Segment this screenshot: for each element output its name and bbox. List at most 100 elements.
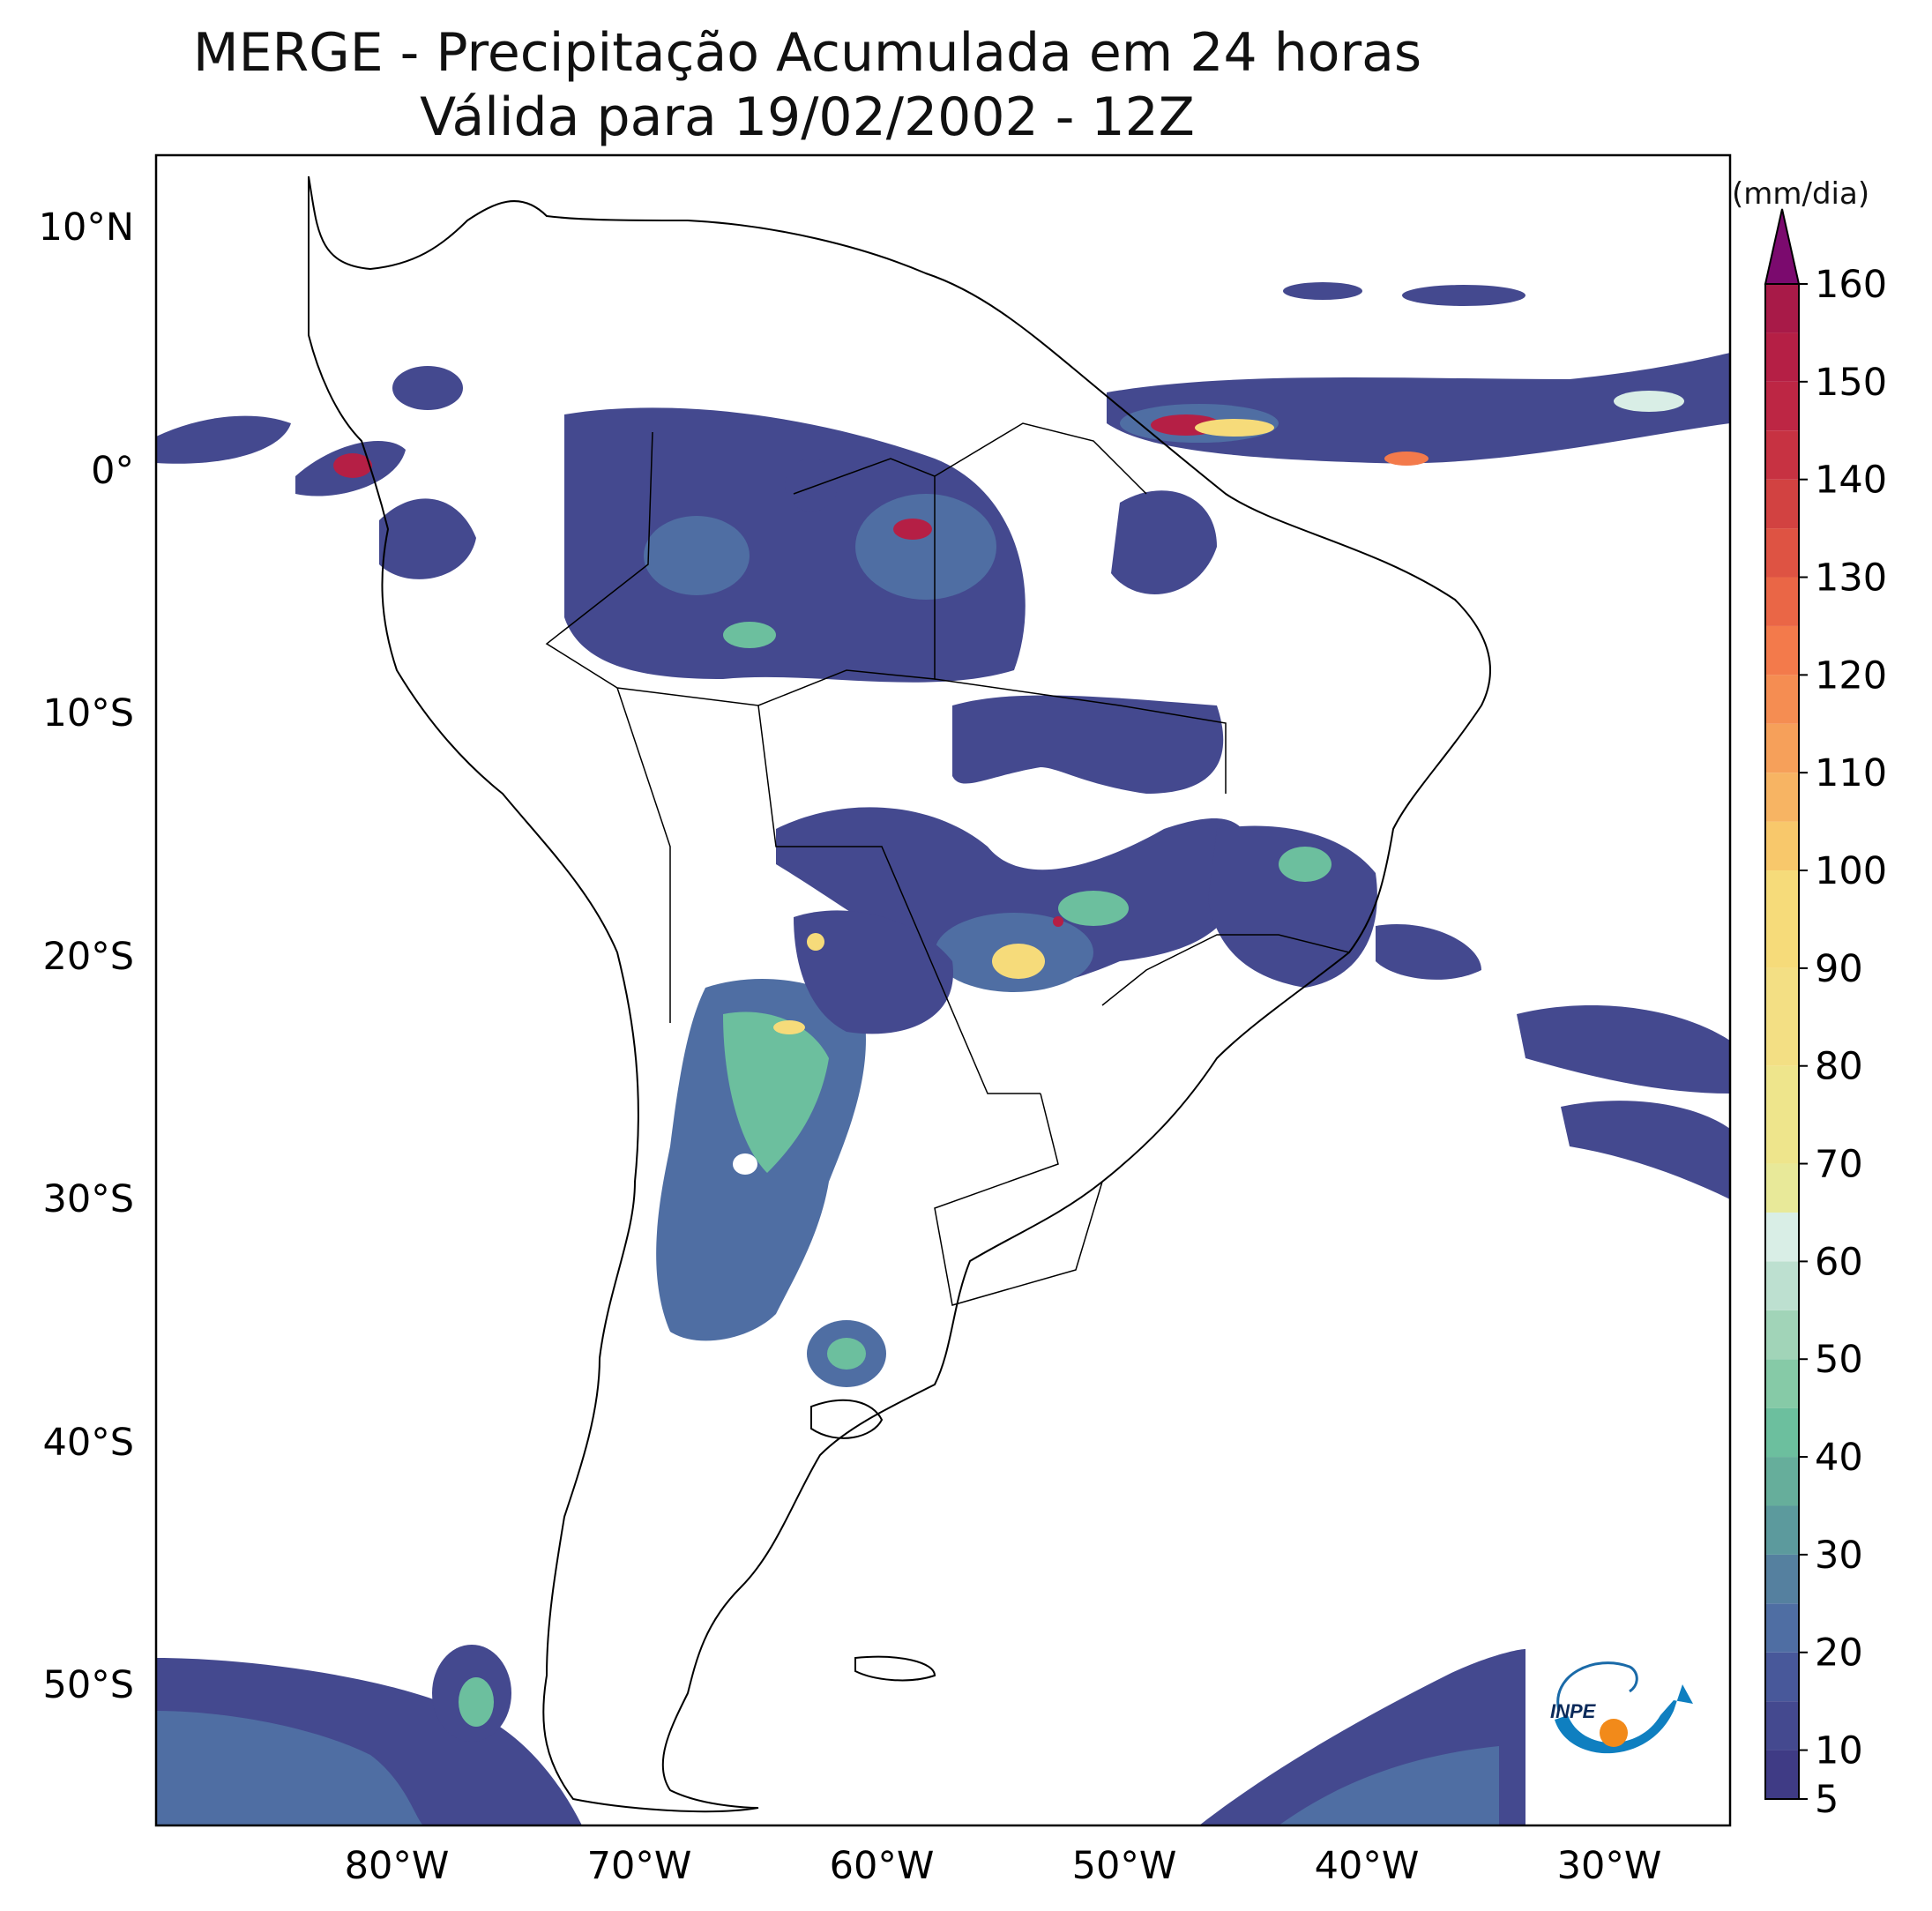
colorbar-band [1765,284,1799,333]
rain-band-itcz [1107,353,1730,464]
logo-arrow-icon [1555,1684,1693,1754]
rain-cell [827,1338,866,1370]
colorbar-band [1765,1603,1799,1653]
falklands-outline [854,1655,936,1682]
lon-tick-label: 70°W [587,1844,692,1888]
rain-cell [855,494,996,600]
colorbar-tick-label: 100 [1815,849,1887,893]
colorbar-tick-label: 150 [1815,361,1887,405]
colorbar-band [1765,1065,1799,1164]
lat-tick-label: 30°S [42,1177,134,1221]
rain-cell [644,516,750,595]
colorbar-band [1765,773,1799,822]
rain-core [773,1020,805,1034]
rain-cell [1279,847,1332,882]
rain-cell [1111,490,1217,594]
colorbar-band [1765,1554,1799,1604]
colorbar-unit-label: (mm/dia) [1732,176,1870,212]
colorbar-band [1765,577,1799,626]
colorbar-band [1765,1163,1799,1213]
colorbar-band [1765,967,1799,1066]
lat-tick-label: 10°S [42,691,134,735]
colorbar-tick-label: 60 [1815,1240,1863,1284]
colorbar-band [1765,821,1799,871]
colorbar-band [1765,1310,1799,1360]
rain-region-southeast [1208,825,1377,988]
rain-cell [794,910,953,1034]
rain-cell [1279,1746,1499,1825]
colorbar-tick-label: 50 [1815,1338,1863,1382]
map-frame [154,153,1732,1827]
rain-core [333,453,372,478]
border-line [545,431,936,706]
logo-orbit-icon [1556,1661,1638,1712]
lat-tick-label: 50°S [42,1663,134,1707]
colorbar-band [1765,1505,1799,1555]
border-line [616,687,671,1023]
colorbar-tick-label: 140 [1815,459,1887,503]
rain-core [807,933,824,951]
lon-tick-label: 60°W [830,1844,935,1888]
precipitation-field [156,282,1730,1825]
coast-detail [810,1399,884,1439]
rain-cell [1402,285,1525,306]
colorbar-band [1765,381,1799,431]
colorbar-tick-label: 20 [1815,1631,1863,1676]
border-line [757,705,1041,1094]
colorbar-band [1765,1359,1799,1408]
logo-text: INPE [1550,1700,1597,1722]
rain-cell [723,1011,829,1173]
colorbar-band [1765,1212,1799,1262]
colorbar-band [1765,625,1799,676]
border-line [934,678,1227,794]
inpe-logo: INPE [1550,1661,1693,1754]
rain-core [1053,916,1063,927]
colorbar-band [1765,1652,1799,1702]
colorbar-band [1765,1701,1799,1751]
colorbar-frame [1764,283,1800,1800]
rain-region-amazon [564,407,1026,683]
colorbar-tick-label: 120 [1815,653,1887,698]
colorbar-band [1765,528,1799,578]
lat-tick-label: 40°S [42,1421,134,1465]
dry-hole [733,1153,757,1175]
colorbar-band [1765,870,1799,968]
lat-tick-label: 0° [91,449,134,493]
colorbar [1764,208,1801,1800]
rain-region-sacz [776,807,1252,990]
colorbar-tick-label: 90 [1815,947,1863,991]
colorbar-extend-max [1764,208,1801,285]
rain-cell [379,498,476,579]
lon-tick-label: 30°W [1557,1844,1662,1888]
colorbar-band [1765,723,1799,773]
south-america-outline [308,175,1491,1813]
colorbar-tick-label: 5 [1815,1778,1839,1822]
colorbar-tick-label: 80 [1815,1045,1863,1089]
rain-cell [1561,1101,1730,1199]
rain-cell [1283,282,1362,300]
rain-core [992,944,1045,979]
colorbar-tick-label: 130 [1815,556,1887,601]
border-line [934,1093,1103,1306]
colorbar-band [1765,1457,1799,1506]
lon-tick-label: 80°W [345,1844,450,1888]
map-title-line1: MERGE - Precipitação Acumulada em 24 hor… [192,22,1422,84]
lon-tick-label: 40°W [1315,1844,1420,1888]
colorbar-band [1765,1750,1799,1799]
lon-tick-label: 50°W [1072,1844,1177,1888]
border-line [934,422,1147,495]
colorbar-tick-label: 160 [1815,263,1887,307]
rain-cell [785,459,838,511]
rain-cell [1376,924,1481,980]
rain-cell [1058,891,1129,926]
lat-tick-label: 10°N [39,205,134,250]
rain-cell [1614,391,1684,412]
latitude-labels: 10°N 0° 10°S 20°S 30°S 40°S 50°S [39,205,134,1707]
rain-cell [459,1677,494,1727]
colorbar-band [1765,430,1799,480]
colorbar-ticks: 5 10 20 30 40 50 60 70 80 90 100 110 120 130 140 150 160 [1799,263,1887,1822]
map-title-line2: Válida para 19/02/2002 - 12Z [420,86,1195,148]
coastlines [308,175,1491,1813]
colorbar-tick-label: 70 [1815,1143,1863,1187]
colorbar-band [1765,332,1799,382]
